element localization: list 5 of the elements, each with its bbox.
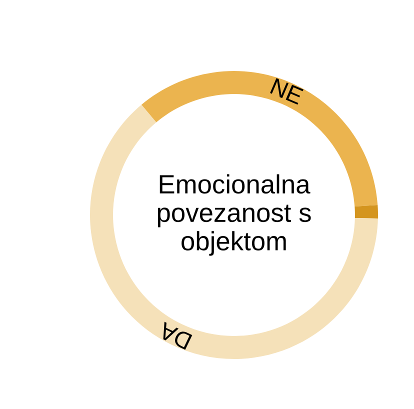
slice-label: NE [270,78,304,105]
donut-slice [354,204,378,219]
slice-label: DA [157,322,192,350]
text: Emocionalna povezanost s objektom [158,174,311,256]
donut-slice [90,104,378,359]
